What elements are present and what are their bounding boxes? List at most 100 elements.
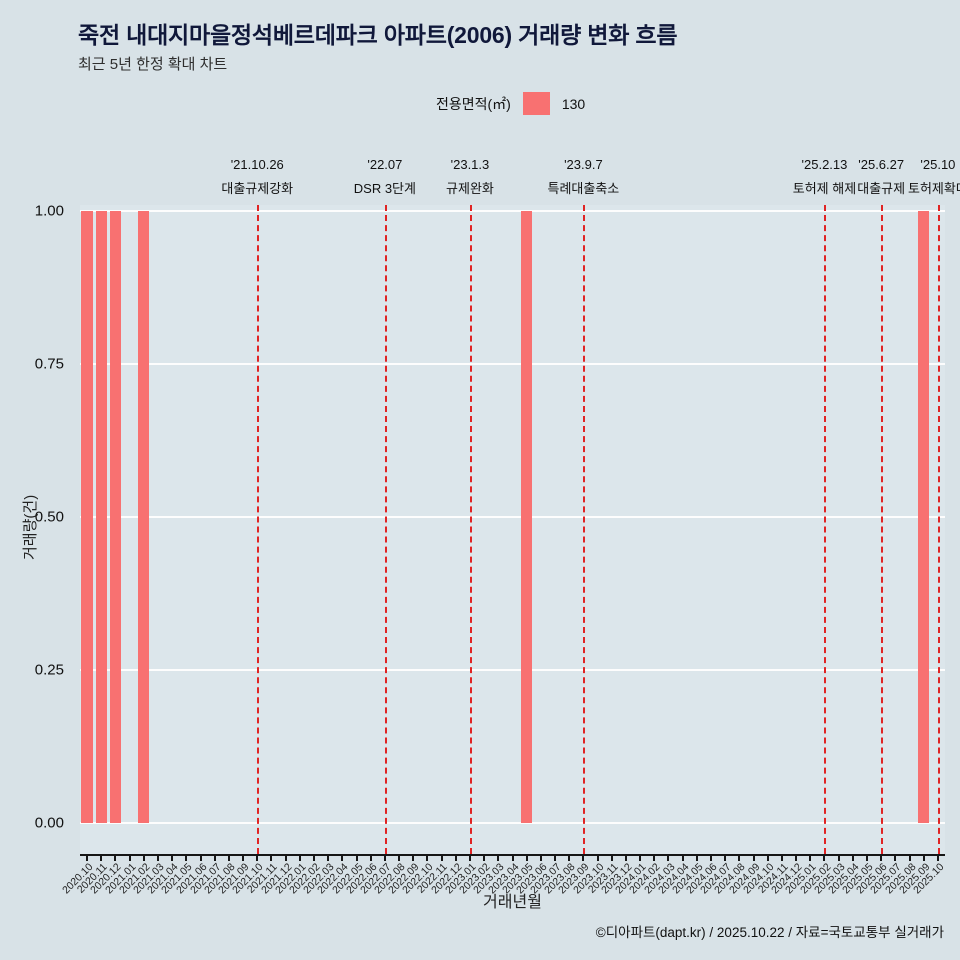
x-tick-mark (256, 856, 259, 861)
annotation-line (384, 205, 387, 854)
x-tick-mark (312, 856, 315, 861)
annotation-date: '25.6.27 (858, 157, 905, 172)
x-tick-mark (412, 856, 415, 861)
x-tick-mark (398, 856, 401, 861)
x-tick-mark (880, 856, 883, 861)
x-tick-mark (624, 856, 627, 861)
y-tick-label: 0.00 (34, 814, 64, 832)
x-tick-mark (284, 856, 287, 861)
x-tick-mark (242, 856, 245, 861)
annotation-label: 대출규제 (857, 181, 906, 196)
plot-area (80, 205, 945, 861)
x-tick-mark (383, 856, 386, 861)
x-tick-mark (440, 856, 443, 861)
bar (918, 211, 930, 823)
annotation-date: '25.2.13 (801, 157, 848, 172)
x-tick-mark (894, 856, 897, 861)
annotation: '23.9.7 특례대출축소 (548, 157, 620, 197)
gridline (80, 669, 945, 671)
bar (95, 211, 107, 823)
x-tick-mark (695, 856, 698, 861)
annotation-label: DSR 3단계 (353, 181, 416, 196)
annotation: '21.10.26 대출규제강화 (221, 157, 293, 197)
annotation-date: '23.1.3 (450, 157, 490, 172)
y-tick-label: 0.50 (34, 508, 64, 526)
annotation-date: '21.10.26 (230, 157, 284, 172)
x-tick-mark (539, 856, 542, 861)
annotation-line (583, 205, 586, 854)
x-tick-mark (823, 856, 826, 861)
x-tick-mark (483, 856, 486, 861)
bar (81, 211, 93, 823)
annotation-date: '23.9.7 (564, 157, 603, 172)
x-tick-mark (837, 856, 840, 861)
bar (521, 211, 533, 823)
annotation-label: 토허제 해제 (792, 181, 857, 196)
y-tick-label: 0.75 (34, 355, 64, 373)
annotation: '25.2.13 토허제 해제 (793, 157, 856, 197)
x-tick-mark (525, 856, 528, 861)
annotation-label: 대출규제강화 (221, 181, 294, 196)
annotation-layer: '21.10.26 대출규제강화 '22.07 DSR 3단계 '23.1.3 규제완화 '… (80, 157, 960, 205)
x-tick-mark (171, 856, 174, 861)
x-tick-mark (738, 856, 741, 861)
x-tick-mark (752, 856, 755, 861)
x-tick-mark (298, 856, 301, 861)
x-tick-mark (724, 856, 727, 861)
x-tick-mark (780, 856, 783, 861)
x-tick-mark (667, 856, 670, 861)
x-tick-mark (156, 856, 159, 861)
x-tick-mark (426, 856, 429, 861)
x-tick-mark (86, 856, 89, 861)
bar (109, 211, 122, 823)
gridline (80, 822, 945, 824)
x-tick-mark (454, 856, 457, 861)
annotation: '23.1.3 규제완화 (446, 157, 494, 197)
annotation: '25.6.27 대출규제 (857, 157, 905, 197)
annotation-line (469, 205, 472, 854)
x-tick-mark (128, 856, 131, 861)
gridline (80, 363, 945, 365)
x-tick-mark (596, 856, 599, 861)
x-tick-mark (582, 856, 585, 861)
annotation-line (937, 205, 940, 854)
gridline (80, 516, 945, 518)
bar (138, 211, 150, 823)
legend-label: 전용면적(㎡) (436, 95, 511, 112)
legend: 전용면적(㎡) 130 (436, 92, 585, 115)
x-tick-mark (341, 856, 344, 861)
y-tick-label: 0.25 (34, 661, 64, 679)
x-tick-mark (710, 856, 713, 861)
x-tick-mark (866, 856, 868, 861)
x-tick-mark (922, 856, 925, 861)
x-tick-mark (213, 856, 216, 861)
annotation-label: 특례대출축소 (547, 181, 620, 196)
annotation: '22.07 DSR 3단계 (354, 157, 416, 197)
page-title: 죽전 내대지마을정석베르데파크 아파트(2006) 거래량 변화 흐름 (78, 22, 678, 48)
x-tick-mark (511, 856, 514, 861)
x-tick-mark (908, 856, 911, 861)
gridline (80, 210, 945, 212)
x-tick-mark (199, 856, 202, 861)
x-tick-mark (795, 856, 798, 861)
x-tick-mark (355, 856, 358, 861)
annotation-line (881, 205, 884, 854)
x-tick-mark (554, 856, 557, 861)
x-tick-mark (766, 856, 769, 861)
annotation-label: 토허제확대 (908, 181, 960, 196)
x-tick-mark (936, 856, 939, 861)
x-tick-mark (681, 856, 684, 861)
x-tick-mark (851, 856, 854, 861)
x-tick-mark (497, 856, 500, 861)
x-tick-mark (639, 856, 642, 861)
y-axis-ticks: 0.00 0.25 0.50 0.75 1.00 (0, 203, 70, 856)
x-tick-mark (185, 856, 188, 861)
annotation: '25.10 토허제확대 (908, 157, 960, 197)
x-tick-mark (100, 856, 103, 861)
annotation-date: '25.10 (920, 157, 956, 172)
x-tick-mark (227, 856, 230, 861)
annotation-label: 규제완화 (446, 181, 494, 196)
x-tick-mark (369, 856, 372, 861)
x-tick-mark (610, 856, 613, 861)
